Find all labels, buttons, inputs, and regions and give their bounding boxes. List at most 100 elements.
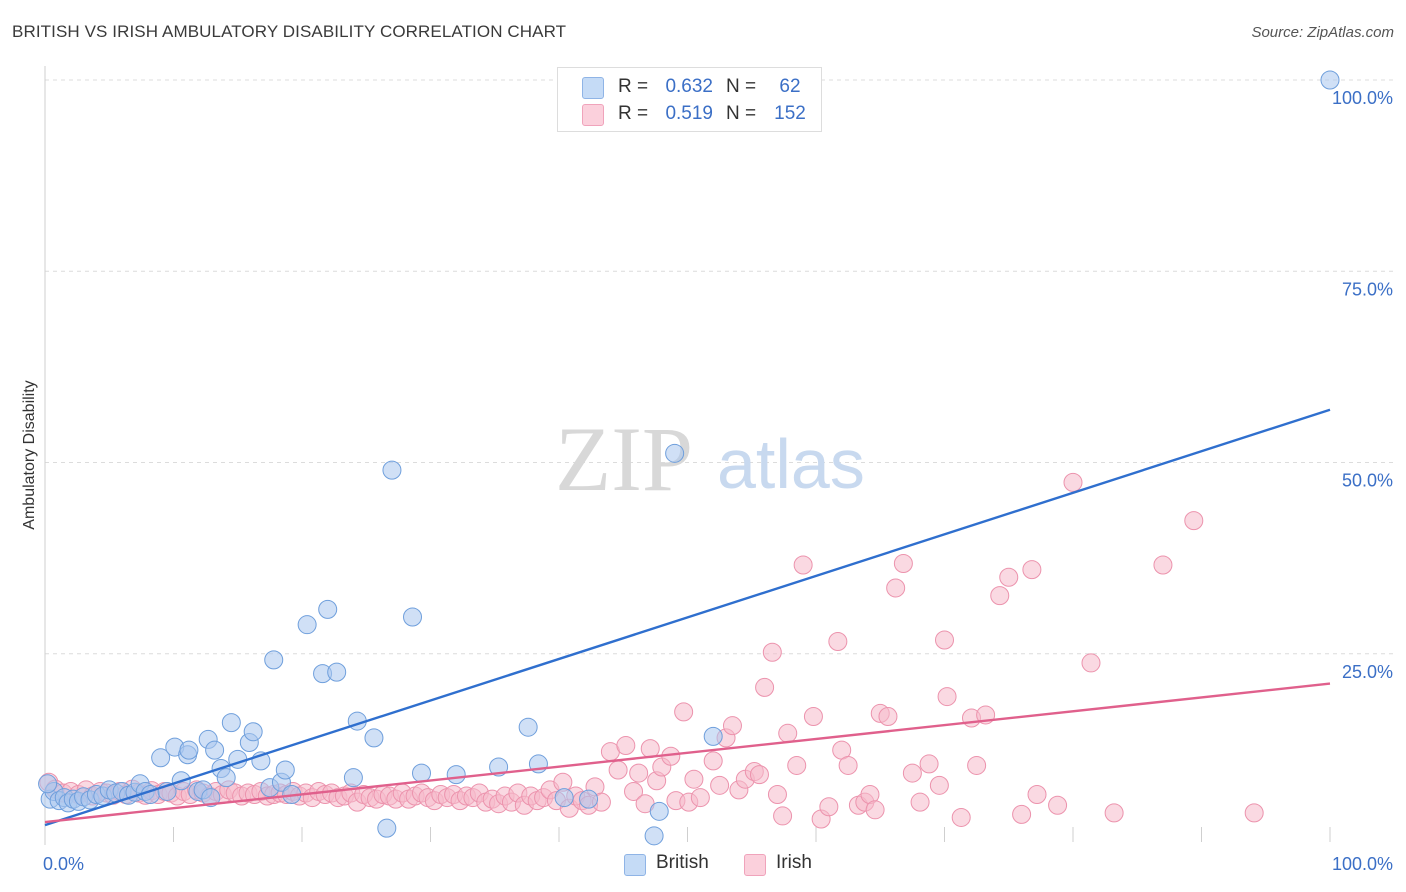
british-point (243, 722, 263, 742)
r-value: 0.632 (665, 76, 713, 97)
british-point (364, 728, 384, 748)
irish-point (929, 775, 949, 795)
british-point (554, 788, 574, 808)
british-point (382, 460, 402, 480)
x-tick-label-max: 100.0% (1332, 854, 1393, 874)
irish-point (999, 567, 1019, 587)
irish-point (803, 706, 823, 726)
british-point (201, 788, 221, 808)
british-point (703, 726, 723, 746)
irish-point (793, 555, 813, 575)
axes (44, 66, 1331, 845)
british-point (1320, 70, 1340, 90)
irish-point (1027, 785, 1047, 805)
irish-point (1153, 555, 1173, 575)
stats-legend: R = 0.632 N = 62 R = 0.519 N = 152 (557, 67, 822, 132)
irish-point (910, 792, 930, 812)
irish-point (640, 739, 660, 759)
irish-point (755, 677, 775, 697)
irish-point (893, 553, 913, 573)
irish-point (878, 706, 898, 726)
irish-point (773, 806, 793, 826)
irish-point (624, 781, 644, 801)
irish-point (749, 765, 769, 785)
british-point (275, 760, 295, 780)
british-point (327, 662, 347, 682)
british-swatch (582, 77, 604, 99)
british-point (343, 768, 363, 788)
irish-point (722, 716, 742, 736)
irish-trend-line (44, 682, 1331, 824)
british-point (403, 607, 423, 627)
british-point (446, 765, 466, 785)
british-point (297, 615, 317, 635)
irish-point (1081, 653, 1101, 673)
irish-swatch (582, 104, 604, 126)
irish-point (819, 797, 839, 817)
irish-point (608, 760, 628, 780)
irish-point (967, 755, 987, 775)
irish-point (674, 702, 694, 722)
n-value: 62 (779, 76, 801, 97)
irish-point (703, 751, 723, 771)
british-point (579, 789, 599, 809)
british-point (412, 763, 432, 783)
n-label: N = (726, 103, 757, 124)
british-point (318, 599, 338, 619)
irish-point (1012, 804, 1032, 824)
british-point (216, 768, 236, 788)
irish-point (1048, 795, 1068, 815)
british-point (665, 443, 685, 463)
irish-point (1022, 560, 1042, 580)
x-tick-label-min: 0.0% (43, 854, 84, 874)
british-point (179, 740, 199, 760)
irish-point (935, 630, 954, 650)
grid-lines (45, 79, 1395, 655)
irish-point (767, 785, 787, 805)
n-value: 152 (774, 103, 806, 124)
irish-point (690, 788, 710, 808)
r-label: R = (618, 103, 649, 124)
irish-point (710, 775, 730, 795)
trend-lines (44, 408, 1331, 827)
irish-point (1184, 511, 1204, 531)
british-point (205, 740, 225, 760)
british-swatch (624, 854, 646, 876)
irish-point (838, 755, 858, 775)
irish-point (787, 755, 807, 775)
legend-label: British (656, 852, 709, 873)
british-point (264, 650, 284, 670)
irish-point (919, 754, 939, 774)
y-tick-label-25: 25.0% (1342, 662, 1393, 682)
irish-point (684, 769, 704, 789)
british-point (649, 801, 669, 821)
y-tick-label-100: 100.0% (1332, 88, 1393, 108)
irish-point (937, 687, 957, 707)
tick-labels: 25.0% 50.0% 75.0% 100.0% 0.0% 100.0% (43, 88, 1393, 874)
irish-point (902, 763, 922, 783)
british-point (644, 826, 664, 846)
british-point (38, 774, 58, 794)
r-value: 0.519 (665, 103, 713, 124)
irish-point (990, 586, 1010, 606)
irish-point (762, 642, 782, 662)
irish-point (616, 736, 636, 756)
irish-swatch (744, 854, 766, 876)
irish-point (629, 763, 649, 783)
british-point (518, 717, 538, 737)
british-trend-line (44, 408, 1331, 827)
british-point (221, 713, 241, 733)
irish-point (1063, 472, 1083, 492)
irish-point (1104, 803, 1124, 823)
irish-point (1244, 803, 1264, 823)
british-point (151, 748, 171, 768)
y-tick-label-75: 75.0% (1342, 279, 1393, 299)
n-label: N = (726, 76, 757, 97)
irish-point (951, 807, 971, 827)
legend-label: Irish (776, 852, 812, 873)
british-point (377, 818, 397, 838)
irish-point (865, 800, 885, 820)
r-label: R = (618, 76, 649, 97)
irish-point (778, 723, 798, 743)
